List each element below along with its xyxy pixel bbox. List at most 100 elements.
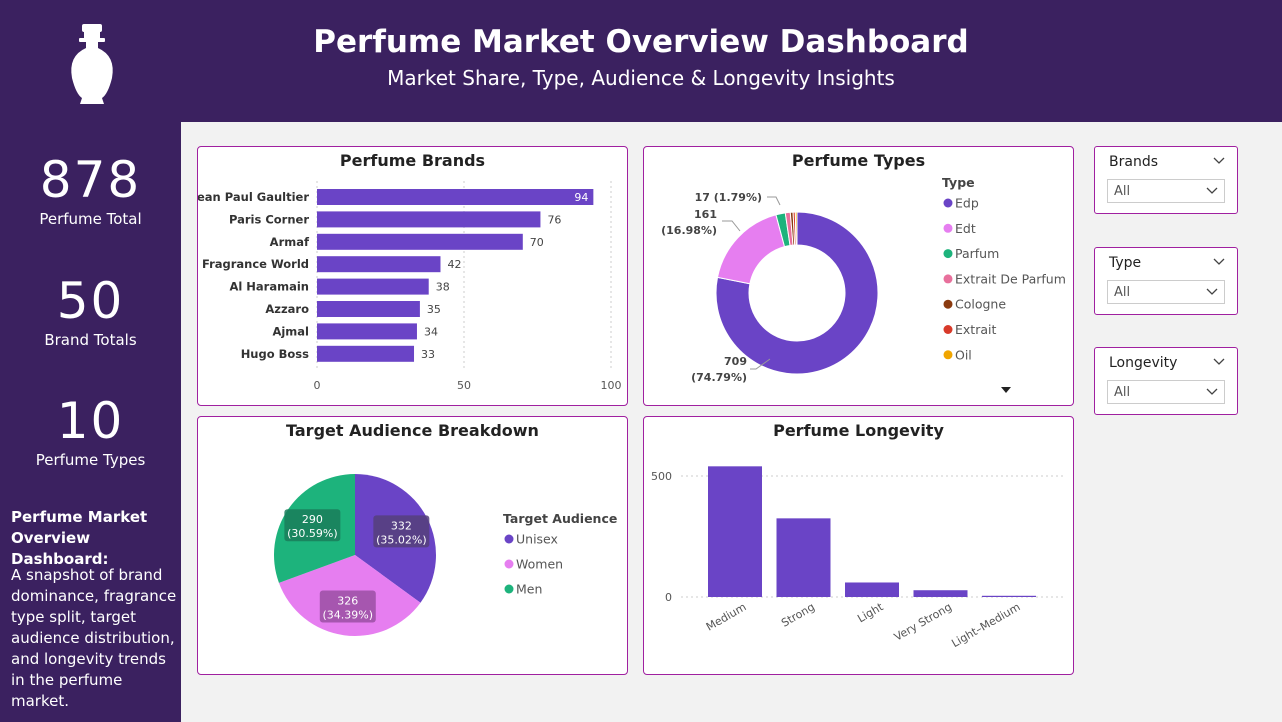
- legend-item: Extrait: [955, 322, 996, 337]
- legend-item: Unisex: [516, 532, 558, 547]
- legend-item: Parfum: [955, 246, 999, 261]
- category-label: Ajmal: [272, 324, 309, 338]
- kpi-brand-totals: 50 Brand Totals: [0, 273, 181, 349]
- description-title: Perfume Market Overview Dashboard:: [11, 508, 148, 568]
- data-label: 709: [724, 355, 747, 368]
- category-label: Light–Medium: [949, 600, 1022, 650]
- donut-slice: [715, 211, 879, 375]
- chart-title: Target Audience Breakdown: [286, 421, 539, 440]
- bar: [317, 189, 594, 205]
- chevron-down-icon[interactable]: [1213, 155, 1225, 167]
- data-label: 161: [694, 208, 717, 221]
- category-label: Al Haramain: [229, 280, 309, 294]
- header-banner: [0, 0, 1282, 122]
- data-label: 326: [337, 594, 358, 607]
- chevron-down-icon: [1206, 187, 1218, 194]
- type-dropdown[interactable]: All: [1107, 280, 1225, 304]
- data-label-box: [284, 509, 341, 542]
- data-label: 94: [574, 191, 588, 204]
- data-label: 17 (1.79%): [695, 191, 762, 204]
- category-label: Medium: [704, 600, 749, 633]
- brands-bar-chart: 0 50 100 Jean Paul Gaultier 94 Paris Corner 76…: [198, 181, 622, 392]
- category-label: Paris Corner: [229, 212, 309, 226]
- donut-slice: [716, 214, 786, 285]
- x-tick-label: 0: [314, 379, 321, 392]
- category-label: Hugo Boss: [241, 347, 309, 361]
- slicer-title: Longevity: [1109, 355, 1178, 371]
- kpi-label: Perfume Types: [35, 451, 146, 469]
- legend-marker: [943, 198, 953, 208]
- types-donut-chart: 17 (1.79%) 161 (16.98%) 709 (74.79%) Type Edp E…: [661, 175, 1066, 393]
- legend-title: Type: [942, 175, 975, 190]
- legend-item: Edp: [955, 196, 979, 211]
- bar: [982, 595, 1036, 597]
- data-label: 70: [530, 236, 544, 249]
- kpi-label: Brand Totals: [44, 331, 137, 349]
- longevity-slicer[interactable]: Longevity All: [1094, 347, 1238, 415]
- slicer-title: Brands: [1109, 154, 1158, 170]
- category-label: Light: [855, 600, 886, 625]
- legend-marker: [943, 299, 953, 309]
- data-label: 35: [427, 303, 441, 316]
- legend-scroll-arrow-icon: [1001, 387, 1011, 393]
- legend-title: Target Audience: [503, 511, 617, 526]
- sidebar-panel: [0, 122, 181, 722]
- category-label: Fragrance World: [202, 257, 309, 271]
- legend-marker: [943, 249, 953, 259]
- legend-marker: [504, 584, 514, 594]
- kpi-value: 10: [56, 392, 125, 450]
- chart-title: Perfume Longevity: [773, 421, 944, 440]
- leader-line: [722, 220, 741, 232]
- perfume-bottle-icon: [71, 24, 113, 104]
- data-label: 332: [391, 519, 412, 532]
- data-label: (35.02%): [376, 533, 427, 546]
- data-label: 34: [424, 325, 438, 338]
- kpi-label: Perfume Total: [39, 210, 142, 228]
- brands-slicer[interactable]: Brands All: [1094, 146, 1238, 214]
- legend-marker: [943, 325, 953, 334]
- kpi-value: 50: [56, 272, 125, 330]
- category-label: Armaf: [270, 235, 310, 249]
- page-title: Perfume Market Overview Dashboard: [313, 24, 969, 60]
- data-label: 33: [421, 348, 435, 361]
- chevron-down-icon[interactable]: [1213, 256, 1225, 268]
- kpi-perfume-types: 10 Perfume Types: [0, 393, 181, 469]
- x-tick-label: 100: [601, 379, 622, 392]
- legend-marker: [504, 559, 514, 569]
- type-slicer[interactable]: Type All: [1094, 247, 1238, 315]
- category-label: Very Strong: [892, 600, 954, 643]
- legend-item: Women: [516, 557, 563, 572]
- chart-title: Perfume Brands: [339, 151, 486, 170]
- types-chart-card: Perfume Types 17 (1.79%) 161 (16.98%) 709 (7…: [643, 146, 1074, 406]
- chevron-down-icon: [1206, 288, 1218, 295]
- brands-chart-card: Perfume Brands 0 50 100 Jean Paul Gaultier 9…: [197, 146, 628, 406]
- legend-marker: [504, 534, 514, 544]
- data-label: 290: [302, 513, 323, 526]
- category-label: Azzaro: [265, 302, 309, 316]
- chevron-down-icon[interactable]: [1213, 356, 1225, 368]
- legend-marker: [943, 274, 953, 284]
- leader-line: [767, 196, 781, 206]
- leader-line: [750, 358, 771, 370]
- brands-dropdown[interactable]: All: [1107, 179, 1225, 203]
- legend-item: Extrait De Parfum: [955, 271, 1066, 286]
- description-body: A snapshot of brand dominance, fragrance…: [11, 566, 177, 710]
- longevity-dropdown[interactable]: All: [1107, 380, 1225, 404]
- bar: [317, 345, 415, 362]
- legend-item: Oil: [955, 347, 972, 362]
- data-label-box: [319, 590, 376, 623]
- audience-chart-card: Target Audience Breakdown 332 (35.02%) 326…: [197, 416, 628, 675]
- y-tick-label: 500: [651, 470, 672, 483]
- legend-item: Edt: [955, 221, 976, 236]
- kpi-value: 878: [39, 151, 142, 209]
- legend-marker: [943, 350, 953, 360]
- bar: [776, 518, 831, 597]
- y-tick-label: 0: [665, 591, 672, 604]
- legend-marker: [943, 223, 953, 233]
- chart-title: Perfume Types: [791, 151, 926, 170]
- dropdown-value: All: [1114, 184, 1131, 199]
- x-tick-label: 50: [457, 379, 471, 392]
- data-label: (74.79%): [691, 371, 747, 384]
- data-label: (34.39%): [323, 608, 374, 621]
- category-label: Strong: [779, 600, 817, 629]
